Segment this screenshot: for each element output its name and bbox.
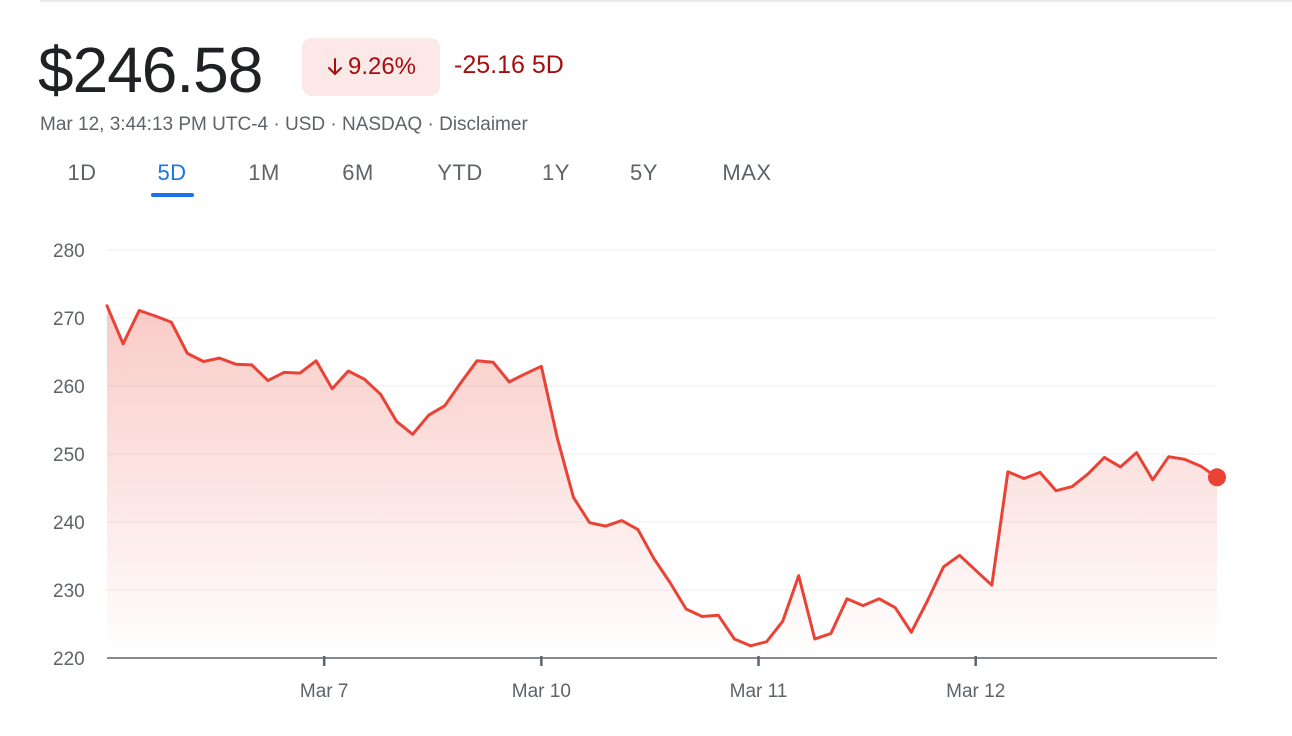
y-tick-label: 260: [53, 377, 85, 398]
current-price: $246.58: [38, 34, 263, 106]
arrow-down-icon: [327, 58, 342, 75]
x-tick-label: Mar 7: [300, 681, 349, 702]
disclaimer-link[interactable]: Disclaimer: [439, 114, 528, 135]
x-tick-label: Mar 10: [512, 681, 571, 702]
change-absolute: -25.16 5D: [454, 51, 564, 79]
x-tick-label: Mar 12: [946, 681, 1005, 702]
active-tab-indicator: [151, 193, 194, 197]
tab-max[interactable]: MAX: [722, 160, 772, 185]
quote-meta: Mar 12, 3:44:13 PM UTC-4 · USD · NASDAQ …: [40, 114, 528, 136]
range-tabs: 1D 5D 1M 6M YTD 1Y 5Y MAX: [0, 160, 900, 200]
y-tick-label: 270: [53, 309, 85, 330]
y-tick-label: 240: [53, 513, 85, 534]
y-axis-ticks: 220 230 240 250 260 270 280: [53, 241, 85, 670]
change-percent-badge: 9.26%: [302, 38, 440, 96]
tab-5y[interactable]: 5Y: [630, 160, 658, 185]
change-percent: 9.26%: [347, 53, 417, 80]
tab-ytd[interactable]: YTD: [437, 160, 483, 185]
tab-5d[interactable]: 5D: [157, 160, 187, 185]
tab-1d[interactable]: 1D: [67, 160, 97, 185]
last-price-dot[interactable]: [1208, 468, 1226, 487]
price-area-fill: [107, 305, 1217, 658]
tab-6m[interactable]: 6M: [342, 160, 374, 185]
tab-1m[interactable]: 1M: [248, 160, 280, 185]
top-divider: [40, 0, 1292, 2]
tab-1y[interactable]: 1Y: [542, 160, 570, 185]
x-tick-label: Mar 11: [730, 681, 788, 702]
y-tick-label: 280: [53, 241, 85, 262]
y-tick-label: 220: [53, 649, 85, 670]
x-axis-ticks: Mar 7 Mar 10 Mar 11 Mar 12: [300, 656, 1005, 702]
y-tick-label: 250: [53, 445, 85, 466]
y-tick-label: 230: [53, 581, 85, 602]
price-line: [105, 304, 1219, 648]
quote-meta-text: Mar 12, 3:44:13 PM UTC-4 · USD · NASDAQ …: [40, 114, 440, 135]
